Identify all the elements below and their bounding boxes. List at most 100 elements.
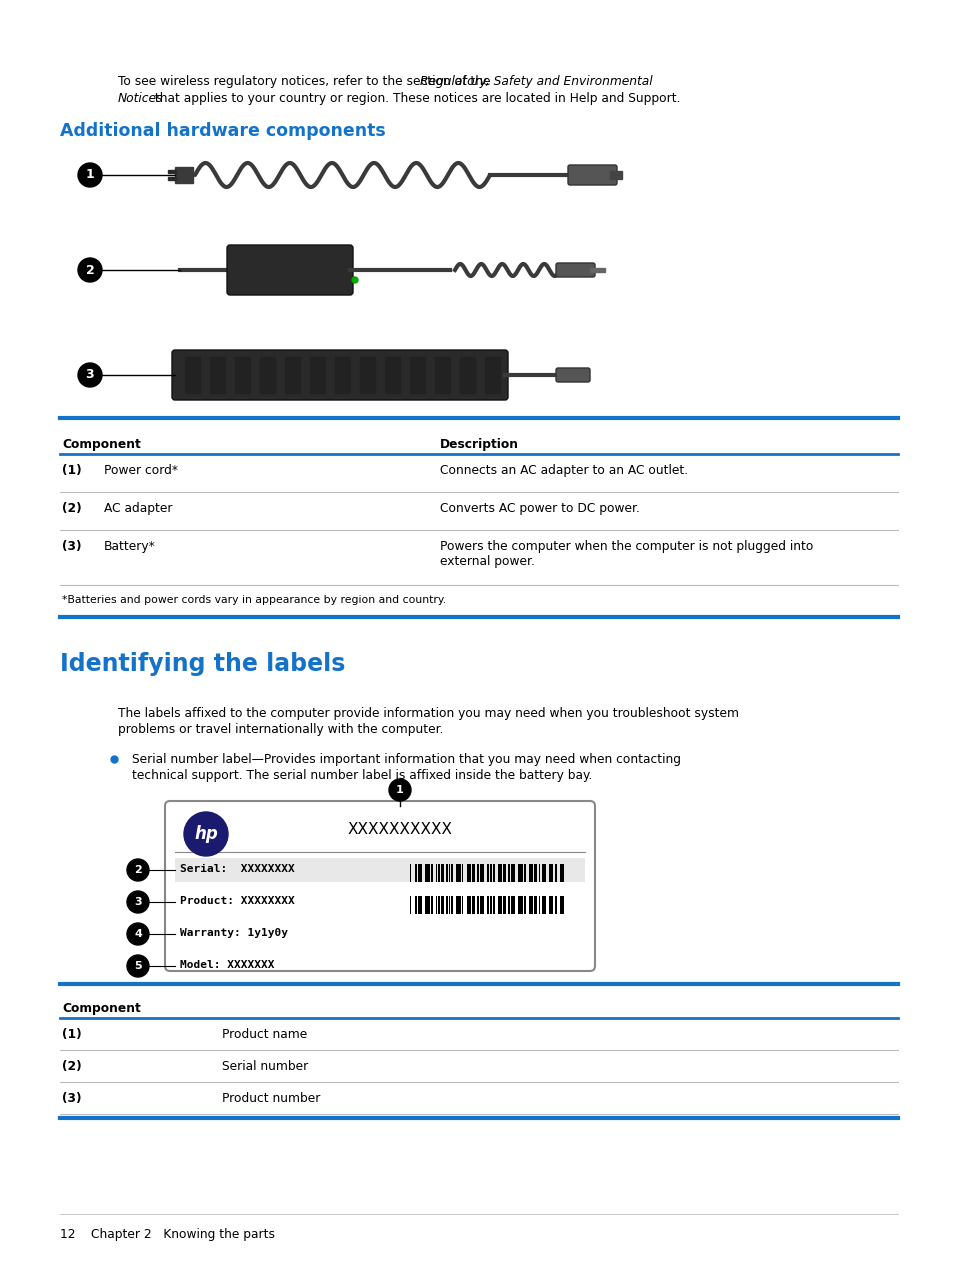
Text: Product: XXXXXXXX: Product: XXXXXXXX: [180, 897, 294, 906]
Bar: [552, 897, 553, 914]
Bar: [420, 864, 422, 881]
Bar: [440, 864, 444, 881]
Circle shape: [127, 955, 149, 977]
Text: Serial number: Serial number: [222, 1060, 308, 1073]
Text: 12    Chapter 2   Knowing the parts: 12 Chapter 2 Knowing the parts: [60, 1228, 274, 1241]
Bar: [500, 897, 501, 914]
Bar: [435, 357, 450, 392]
Circle shape: [78, 363, 102, 387]
Circle shape: [184, 812, 228, 856]
Bar: [410, 357, 424, 392]
Bar: [415, 897, 416, 914]
Bar: [552, 864, 553, 881]
Bar: [528, 864, 530, 881]
Bar: [385, 357, 399, 392]
Bar: [185, 357, 200, 392]
Bar: [466, 864, 469, 881]
Text: 1: 1: [395, 785, 403, 795]
Bar: [428, 897, 430, 914]
Bar: [482, 897, 484, 914]
Text: (1): (1): [62, 1027, 82, 1041]
Circle shape: [352, 277, 357, 283]
Text: Warranty: 1y1y0y: Warranty: 1y1y0y: [180, 928, 288, 939]
Bar: [260, 357, 274, 392]
Bar: [459, 357, 475, 392]
FancyBboxPatch shape: [227, 245, 353, 295]
Bar: [168, 177, 175, 180]
Text: 4: 4: [134, 928, 142, 939]
Bar: [490, 897, 492, 914]
Text: *Batteries and power cords vary in appearance by region and country.: *Batteries and power cords vary in appea…: [62, 596, 446, 605]
Bar: [448, 864, 450, 881]
Text: To see wireless regulatory notices, refer to the section of the: To see wireless regulatory notices, refe…: [118, 75, 494, 88]
Bar: [538, 864, 540, 881]
Bar: [528, 897, 530, 914]
Bar: [440, 897, 444, 914]
Text: 3: 3: [86, 368, 94, 381]
Text: (1): (1): [62, 464, 82, 478]
Text: Serial:  XXXXXXXX: Serial: XXXXXXXX: [180, 864, 294, 874]
Bar: [487, 864, 488, 881]
Bar: [518, 897, 521, 914]
Bar: [458, 864, 460, 881]
Bar: [492, 897, 495, 914]
Text: Converts AC power to DC power.: Converts AC power to DC power.: [439, 502, 639, 516]
Bar: [531, 897, 533, 914]
Bar: [174, 859, 584, 881]
Bar: [461, 864, 462, 881]
Bar: [484, 357, 499, 392]
Bar: [469, 897, 471, 914]
Bar: [479, 864, 482, 881]
FancyBboxPatch shape: [556, 368, 589, 382]
Bar: [609, 171, 621, 179]
Text: 5: 5: [134, 961, 142, 972]
Bar: [410, 897, 411, 914]
Bar: [497, 864, 499, 881]
Text: 1: 1: [86, 169, 94, 182]
Text: Product name: Product name: [222, 1027, 307, 1041]
Bar: [482, 864, 484, 881]
Bar: [335, 357, 350, 392]
Text: Serial number label—Provides important information that you may need when contac: Serial number label—Provides important i…: [132, 753, 680, 766]
Bar: [508, 864, 510, 881]
Circle shape: [127, 892, 149, 913]
Circle shape: [127, 859, 149, 881]
Bar: [549, 864, 552, 881]
FancyBboxPatch shape: [556, 263, 595, 277]
Circle shape: [78, 163, 102, 187]
Bar: [487, 897, 488, 914]
Bar: [456, 864, 459, 881]
Bar: [534, 864, 537, 881]
FancyBboxPatch shape: [165, 801, 595, 972]
Bar: [510, 864, 514, 881]
Bar: [425, 864, 428, 881]
Bar: [502, 897, 506, 914]
Bar: [502, 864, 506, 881]
Bar: [472, 897, 475, 914]
Bar: [458, 897, 460, 914]
Bar: [554, 864, 557, 881]
Text: (3): (3): [62, 1092, 81, 1105]
Bar: [520, 897, 522, 914]
Bar: [541, 897, 544, 914]
Text: problems or travel internationally with the computer.: problems or travel internationally with …: [118, 723, 443, 737]
Bar: [410, 864, 411, 881]
Text: Component: Component: [62, 438, 141, 451]
Bar: [438, 864, 440, 881]
Bar: [446, 897, 448, 914]
Text: 2: 2: [134, 865, 142, 875]
Text: Description: Description: [439, 438, 518, 451]
Text: hp: hp: [193, 826, 217, 843]
Text: Identifying the labels: Identifying the labels: [60, 652, 345, 676]
Text: Notices: Notices: [118, 91, 163, 105]
Bar: [513, 897, 514, 914]
Text: XXXXXXXXXX: XXXXXXXXXX: [347, 823, 452, 837]
Bar: [562, 864, 564, 881]
Text: Product number: Product number: [222, 1092, 320, 1105]
Bar: [451, 897, 453, 914]
Circle shape: [78, 258, 102, 282]
Bar: [523, 897, 525, 914]
Bar: [430, 897, 433, 914]
Bar: [559, 897, 561, 914]
Bar: [430, 864, 433, 881]
